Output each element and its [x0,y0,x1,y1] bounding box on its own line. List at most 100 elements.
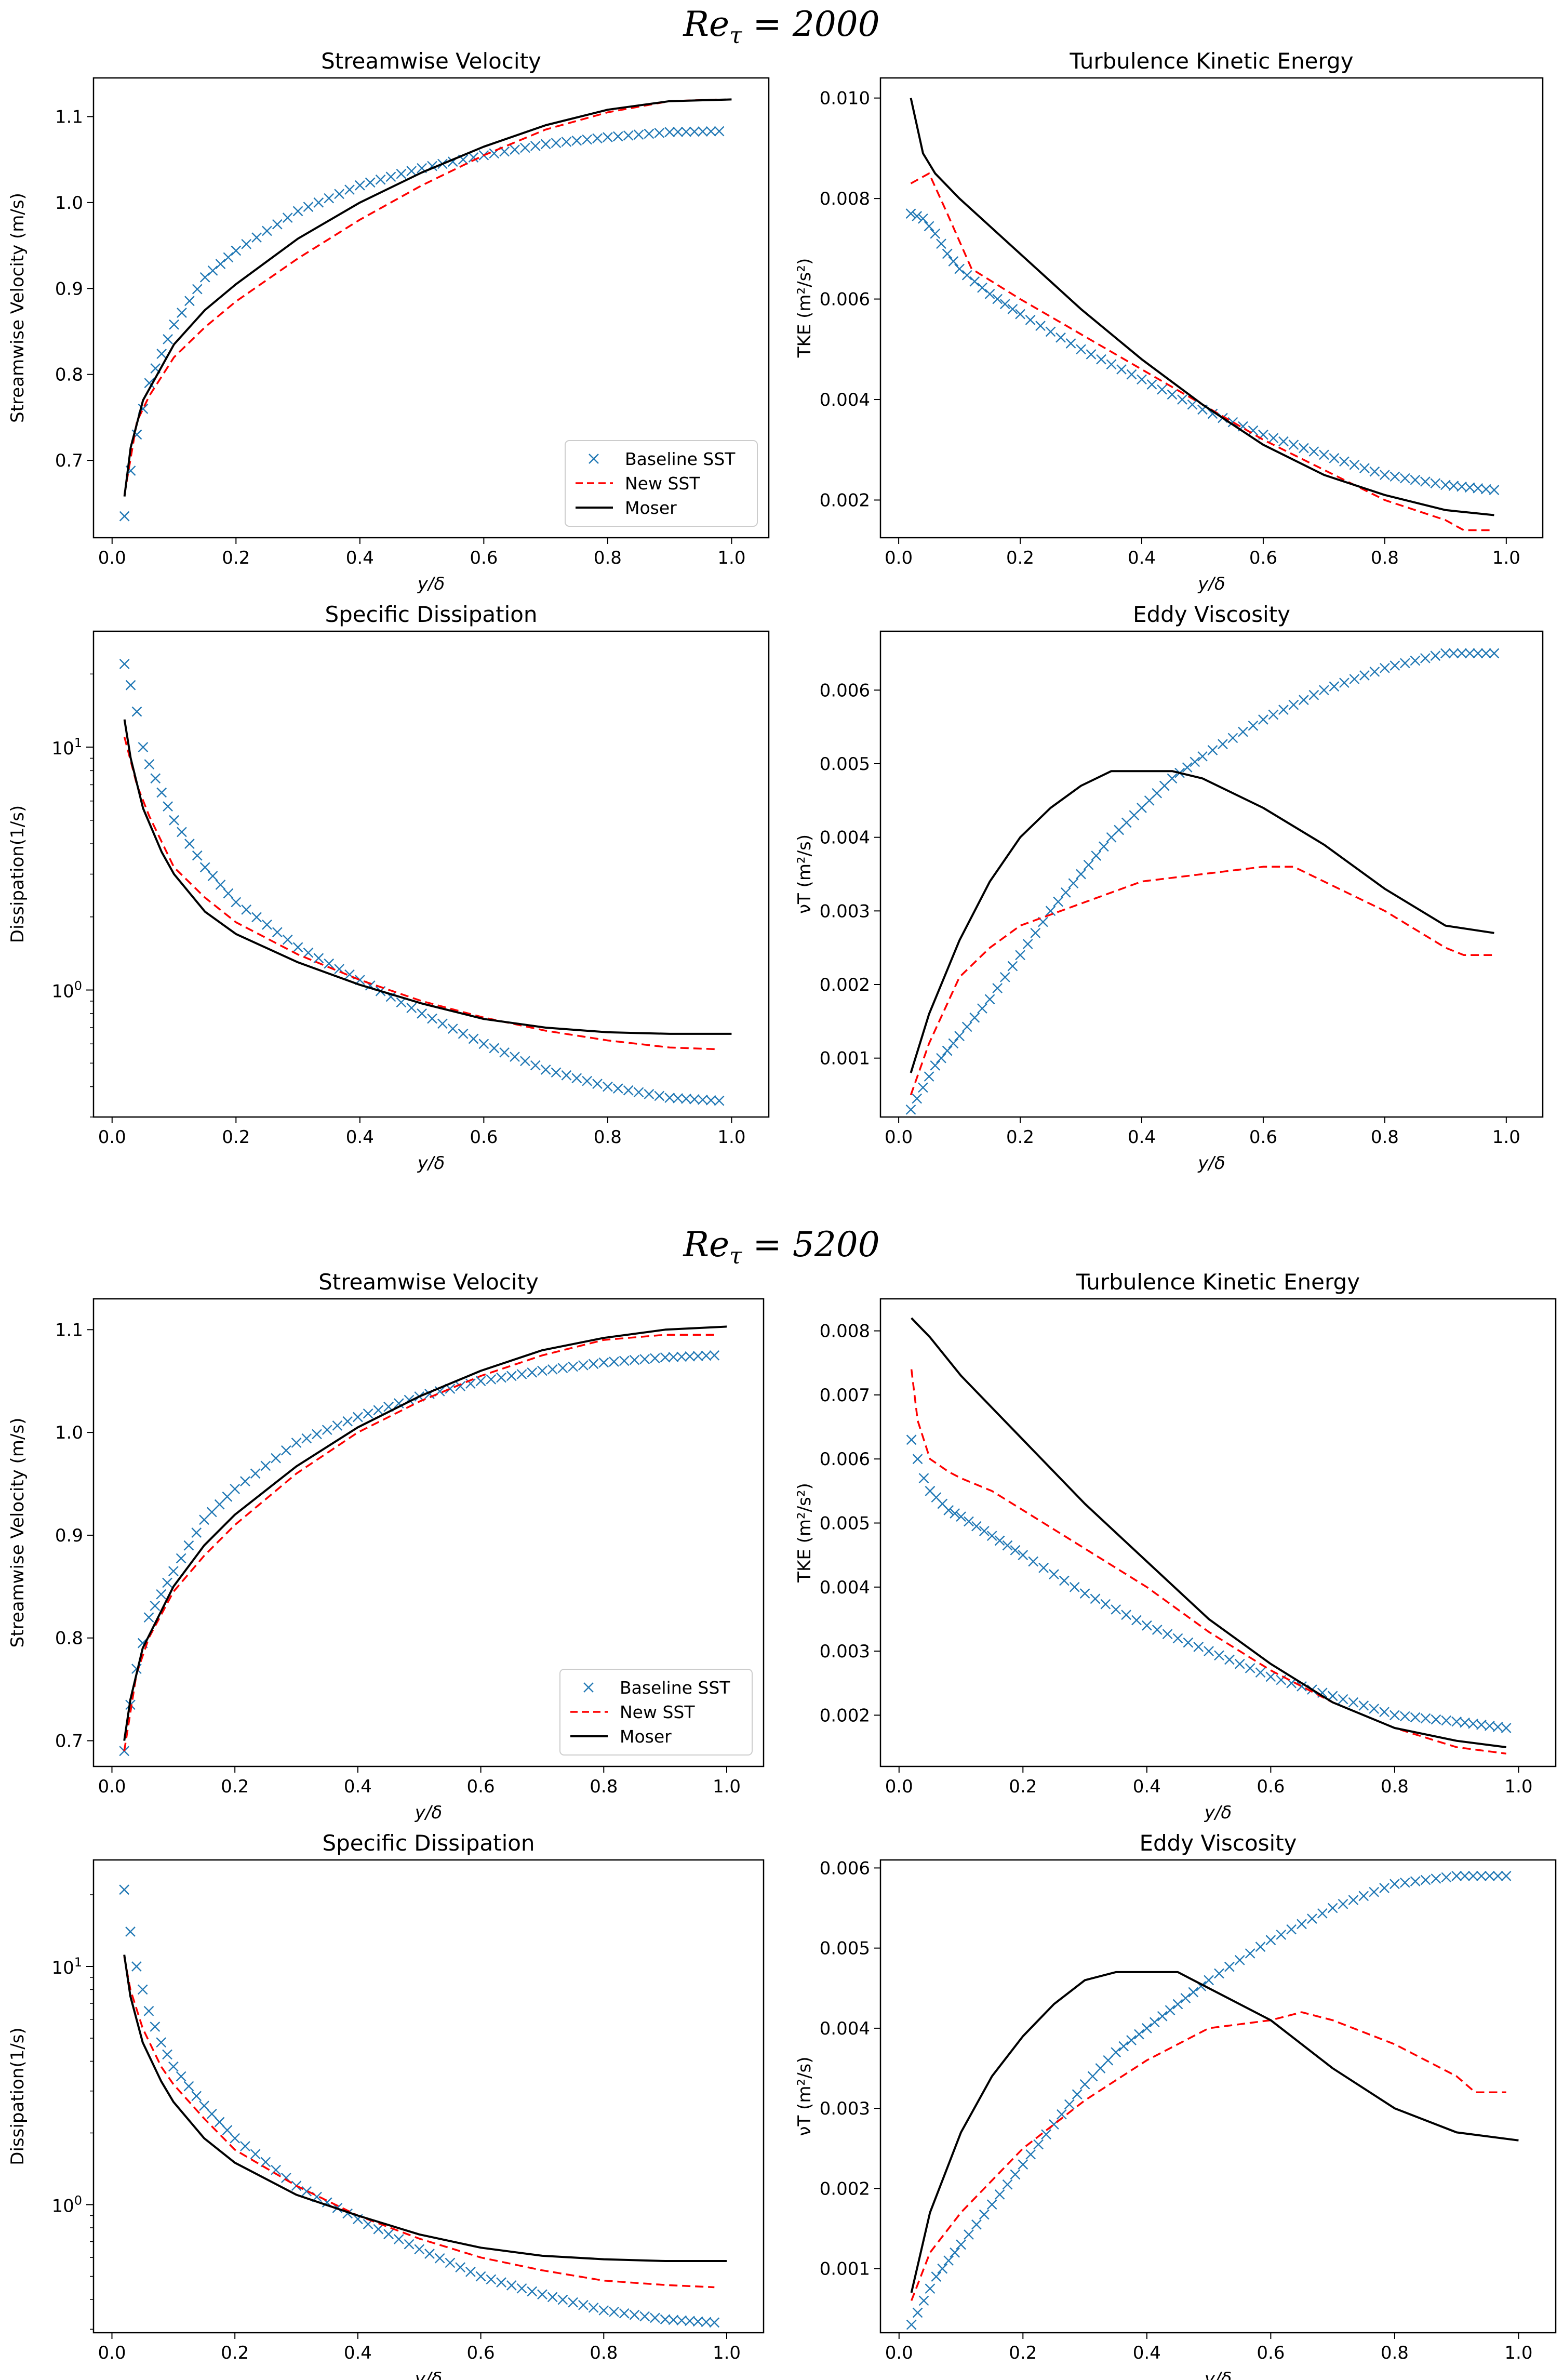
data-point [206,2109,217,2119]
data-point [332,1420,343,1431]
data-point [1390,1879,1400,1890]
data-point [192,284,203,295]
chart-re5200-eddy: Eddy Viscosity 0.0 0.2 0.4 0.6 0.8 1.0 0.001 0.0… [794,1830,1557,2380]
data-point [930,1060,941,1071]
data-point [673,127,683,137]
data-point [192,850,203,861]
x-tick-label: 1.0 [1504,2343,1532,2363]
data-point [177,308,187,318]
data-point [1076,869,1086,880]
data-point [639,1354,650,1364]
data-point [633,1087,644,1098]
data-point [496,2277,506,2288]
data-point [414,2244,425,2255]
data-point [231,245,242,256]
data-point [537,2289,547,2300]
data-point [156,1589,167,1600]
data-point [619,2308,630,2319]
chart-re5200-tke: Turbulence Kinetic Energy 0.0 0.2 0.4 0.6 0.8… [794,1269,1557,1823]
data-point [664,127,675,138]
data-point [303,202,314,212]
data-point [1476,1871,1487,1881]
data-point [668,2315,679,2325]
y-tick-label: 100 [51,2193,82,2217]
block-title-re5200: Reτ = 5200 [683,1225,880,1270]
data-point [629,2309,640,2320]
x-tick-label: 1.0 [717,1127,745,1148]
data-point [150,2022,161,2032]
data-point [689,1094,700,1105]
data-point [943,2255,954,2266]
data-point [1460,1871,1470,1881]
data-point [150,773,161,784]
data-point [681,126,691,137]
data-point [1390,1710,1400,1721]
data-point [1451,1871,1462,1881]
data-point [1441,1872,1452,1883]
x-tick-label: 0.0 [98,1127,126,1148]
data-point [1162,1629,1173,1640]
data-point [516,1369,527,1379]
data-point [925,2283,936,2294]
data-point [1299,443,1309,454]
x-tick-label: 0.0 [98,1776,126,1797]
data-point [510,1052,520,1062]
x-tick-label: 0.2 [221,2343,249,2363]
data-point [516,2283,527,2294]
data-point [1086,349,1097,360]
data-point [1091,850,1102,861]
series-new-sst-line [910,1369,1506,1755]
data-point [291,1438,302,1448]
data-point [1069,1581,1080,1592]
data-point [961,270,972,281]
data-point [623,1085,634,1096]
legend-marker-baseline [589,454,599,464]
data-point [1204,1975,1214,1986]
data-point [1106,359,1117,370]
data-point [1489,485,1500,495]
x-tick-label: 0.8 [590,1776,618,1797]
legend-box [559,1669,753,1756]
data-point [692,2316,703,2327]
data-point [1245,1663,1255,1673]
data-point [214,2117,225,2128]
data-point [1182,762,1193,773]
data-point [303,947,314,958]
y-tick-label: 0.005 [820,1938,870,1959]
data-point [447,1023,458,1034]
data-point [1053,896,1063,907]
data-point [1327,1691,1338,1701]
data-point [971,1521,982,1532]
data-point [396,168,407,179]
data-point [465,1378,476,1389]
data-point [994,1535,1005,1546]
data-point [1197,751,1208,762]
data-point [912,1454,923,1465]
data-point [240,1476,250,1486]
data-point [619,1355,630,1366]
data-point [629,1354,640,1365]
data-point [681,1094,691,1104]
data-point [1072,2089,1083,2099]
data-point [1157,2011,1168,2022]
data-point [969,1012,980,1023]
x-tick-label: 0.8 [1371,548,1399,568]
data-point [1022,939,1033,949]
data-point [222,2125,233,2135]
y-tick-label: 0.004 [820,1577,870,1598]
y-tick-label: 0.010 [820,88,870,109]
data-point [183,2081,194,2092]
data-point [1193,1642,1204,1652]
data-point [1369,1886,1379,1897]
x-tick-label: 0.6 [1257,2343,1285,2363]
data-point [1501,1723,1512,1733]
data-point [588,2302,599,2313]
data-point [1167,773,1178,784]
series-moser-line [910,98,1494,516]
data-point [223,252,234,263]
axes-frame [879,1298,1557,1767]
y-tick-label: 101 [51,1955,82,1978]
data-point [131,1961,142,1972]
data-point [1410,1712,1421,1723]
data-point [578,1360,589,1371]
